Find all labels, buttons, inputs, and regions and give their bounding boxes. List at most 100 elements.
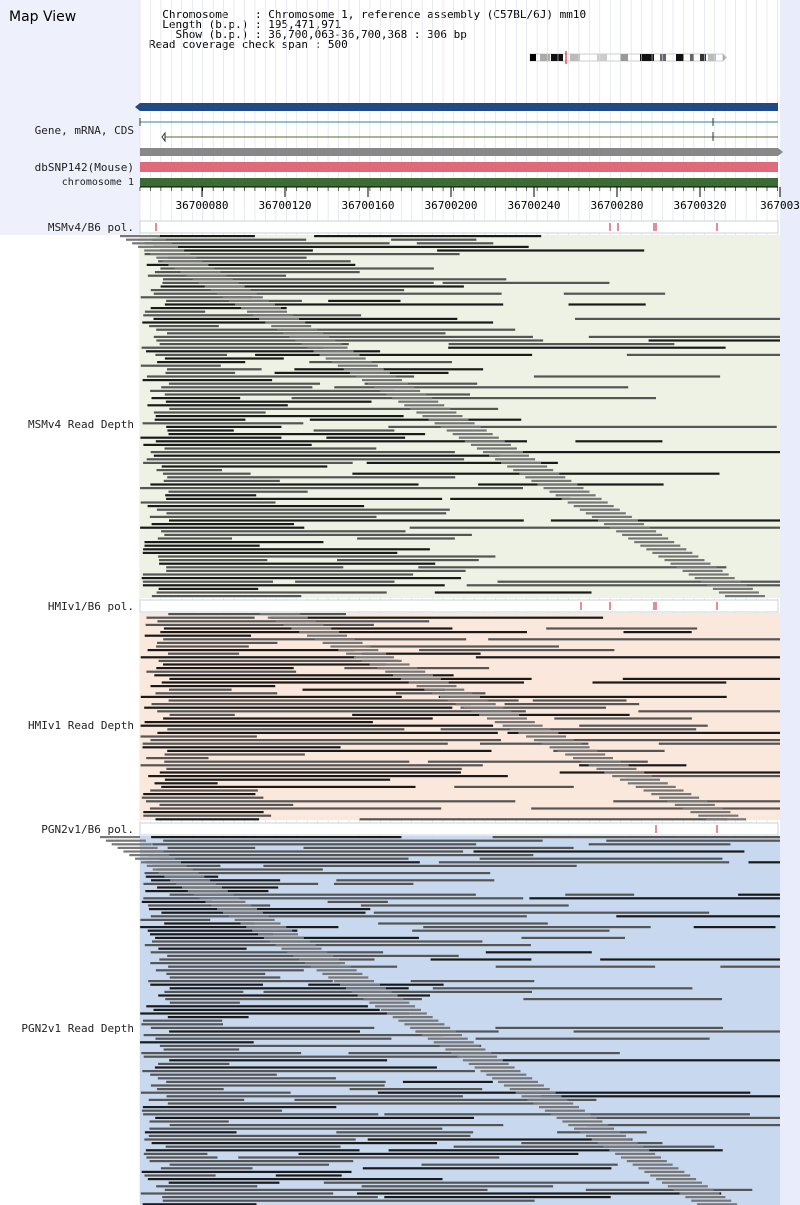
track-label-hmi-pol: HMIv1/B6 pol. bbox=[47, 600, 134, 613]
read-segment bbox=[164, 357, 284, 360]
read-segment bbox=[140, 735, 257, 738]
read-segment bbox=[140, 487, 523, 490]
read-segment bbox=[150, 933, 274, 936]
read-segment bbox=[146, 616, 255, 619]
read-segment bbox=[448, 343, 675, 346]
read-segment bbox=[157, 641, 278, 644]
read-segment bbox=[151, 397, 241, 400]
pgn-read-depth-track[interactable] bbox=[100, 836, 780, 1205]
read-segment bbox=[148, 1098, 245, 1101]
read-segment bbox=[148, 854, 534, 857]
read-segment bbox=[579, 724, 708, 727]
read-segment bbox=[364, 382, 478, 385]
read-segment bbox=[150, 915, 527, 918]
read-segment bbox=[153, 1008, 380, 1011]
read-segment bbox=[720, 965, 780, 968]
ruler-tick-label: 36700160 bbox=[342, 199, 395, 212]
read-segment bbox=[150, 685, 276, 688]
read-segment bbox=[523, 998, 722, 1001]
read-segment bbox=[159, 958, 375, 961]
track-label-hmi-depth: HMIv1 Read Depth bbox=[28, 719, 134, 732]
read-segment bbox=[270, 616, 604, 619]
read-segment bbox=[140, 364, 221, 367]
read-segment bbox=[366, 461, 558, 464]
msm-polymorphism-track[interactable] bbox=[139, 220, 779, 234]
read-segment bbox=[157, 1077, 336, 1080]
read-segment bbox=[157, 361, 246, 364]
read-segment bbox=[592, 681, 727, 684]
read-segment bbox=[169, 1059, 388, 1062]
read-segment bbox=[434, 591, 592, 594]
read-segment bbox=[378, 922, 548, 925]
read-segment bbox=[575, 317, 780, 320]
read-segment bbox=[156, 469, 222, 472]
read-segment bbox=[156, 667, 294, 670]
chromosome-ideogram[interactable] bbox=[529, 51, 727, 64]
read-segment bbox=[149, 1120, 229, 1123]
read-segment bbox=[165, 494, 257, 497]
chromosome-track[interactable] bbox=[140, 178, 778, 187]
read-segment bbox=[427, 760, 648, 763]
read-segment bbox=[140, 1041, 254, 1044]
read-segment bbox=[156, 591, 387, 594]
ruler-tick-label: 36700280 bbox=[591, 199, 644, 212]
read-segment bbox=[143, 314, 362, 317]
read-segment bbox=[167, 728, 405, 731]
read-segment bbox=[540, 1095, 780, 1098]
read-segment bbox=[143, 882, 319, 885]
read-segment bbox=[150, 289, 405, 292]
msm-read-depth-track[interactable] bbox=[120, 235, 780, 598]
hmi-polymorphism-track[interactable] bbox=[139, 599, 779, 613]
gene-track[interactable] bbox=[135, 103, 783, 156]
read-segment bbox=[142, 1106, 337, 1109]
read-segment bbox=[169, 519, 524, 522]
read-segment bbox=[157, 731, 498, 734]
ruler-tick-label: 36700120 bbox=[259, 199, 312, 212]
read-segment bbox=[145, 861, 420, 864]
read-segment bbox=[149, 807, 442, 810]
read-segment bbox=[693, 926, 776, 929]
read-segment bbox=[336, 1131, 474, 1134]
read-segment bbox=[147, 1178, 443, 1181]
read-segment bbox=[157, 537, 232, 540]
read-segment bbox=[140, 918, 211, 921]
length-value: 195,471,971 bbox=[268, 18, 342, 31]
read-segment bbox=[334, 386, 629, 389]
read-segment bbox=[167, 1102, 538, 1105]
read-segment bbox=[163, 1048, 240, 1051]
read-segment bbox=[294, 1098, 597, 1101]
page-title: Map View bbox=[9, 9, 77, 25]
read-segment bbox=[158, 555, 496, 558]
read-segment bbox=[163, 717, 433, 720]
read-segment bbox=[156, 328, 516, 331]
read-segment bbox=[144, 1131, 237, 1134]
read-segment bbox=[164, 533, 472, 536]
read-segment bbox=[163, 278, 507, 281]
read-segment bbox=[154, 674, 454, 677]
read-segment bbox=[314, 235, 542, 238]
read-segment bbox=[141, 577, 461, 580]
read-segment bbox=[588, 843, 731, 846]
read-segment bbox=[361, 1185, 554, 1188]
read-segment bbox=[349, 1088, 483, 1091]
read-segment bbox=[263, 864, 577, 867]
read-segment bbox=[144, 310, 206, 313]
read-segment bbox=[169, 987, 409, 990]
read-segment bbox=[144, 872, 491, 875]
hmi-read-depth-track[interactable] bbox=[140, 613, 780, 821]
read-segment bbox=[163, 663, 386, 666]
pgn-polymorphism-track[interactable] bbox=[139, 822, 779, 836]
read-segment bbox=[149, 908, 371, 911]
read-segment bbox=[141, 796, 264, 799]
read-segment bbox=[550, 519, 780, 522]
read-segment bbox=[502, 1059, 780, 1062]
read-segment bbox=[169, 688, 232, 691]
read-segment bbox=[141, 1052, 302, 1055]
snp-track[interactable] bbox=[140, 162, 778, 172]
read-segment bbox=[480, 742, 589, 745]
read-segment bbox=[291, 397, 656, 400]
read-segment bbox=[159, 857, 409, 860]
read-segment bbox=[149, 1160, 354, 1163]
read-segment bbox=[275, 1174, 342, 1177]
